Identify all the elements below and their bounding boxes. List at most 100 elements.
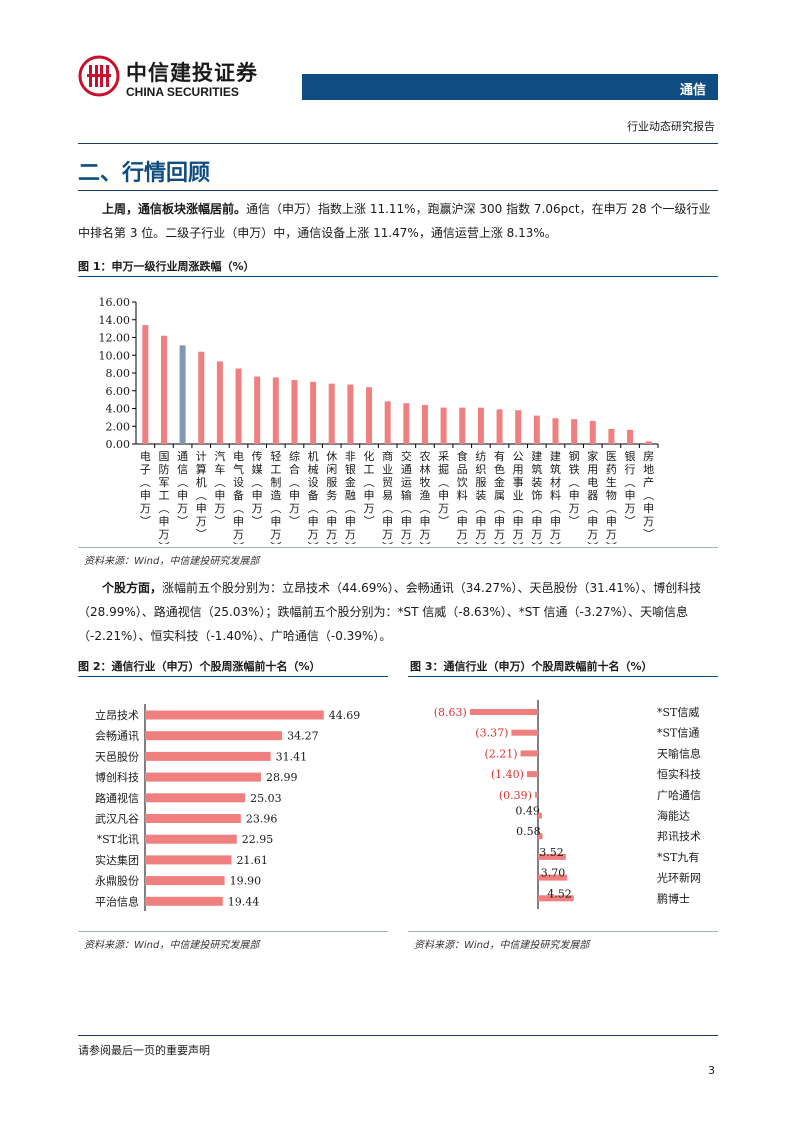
- x-category-label-char: ︶: [457, 541, 468, 544]
- x-category-label-char: 电: [233, 450, 244, 463]
- x-category-label-char: 事: [513, 476, 524, 489]
- category-label: *ST信威: [657, 706, 699, 719]
- value-label: (3.37): [475, 727, 508, 740]
- x-category-label-char: 饮: [457, 476, 468, 489]
- x-category-label-char: 商: [382, 449, 393, 463]
- x-category-label-char: 药: [606, 463, 617, 476]
- value-label: 3.70: [541, 867, 566, 880]
- x-category-label-char: ︵: [606, 502, 617, 515]
- x-category-label-char: 易: [382, 489, 393, 502]
- x-category-label-char: 万: [475, 528, 486, 541]
- x-category-label-char: 申: [438, 489, 449, 502]
- x-category-label-char: ︶: [606, 541, 617, 544]
- category-label: *ST信通: [657, 727, 699, 740]
- x-category-label-char: ︶: [326, 541, 337, 544]
- x-category-label-char: 车: [214, 462, 225, 476]
- x-category-label-char: 采: [438, 450, 449, 463]
- x-category-label-char: 国: [158, 450, 169, 463]
- x-category-label-char: 备: [233, 488, 244, 502]
- x-category-label-char: ︵: [233, 502, 244, 515]
- x-category-label-char: 筑: [550, 462, 561, 476]
- paragraph-lead: 上周，通信板块涨幅居前。: [102, 202, 247, 216]
- category-label: 鹏博士: [657, 892, 690, 905]
- x-category-label-char: ︶: [158, 541, 169, 544]
- x-category-label-char: 融: [345, 489, 356, 502]
- bar: [328, 383, 335, 444]
- value-label: 19.90: [230, 875, 262, 888]
- x-category-label-char: ︵: [158, 502, 169, 515]
- figure2-top-line: [78, 676, 388, 677]
- figure3-bottom-line: [408, 931, 718, 932]
- x-category-label-char: 休: [326, 450, 337, 463]
- y-tick-label: 0.00: [106, 438, 131, 451]
- bar: [216, 361, 223, 444]
- category-label: *ST北讯: [97, 833, 139, 846]
- x-category-label-char: 申: [643, 502, 654, 515]
- value-label: 21.61: [236, 854, 268, 867]
- x-category-label-char: 申: [158, 515, 169, 528]
- bar: [291, 380, 298, 444]
- x-category-label-char: 万: [345, 528, 356, 541]
- bar: [179, 345, 186, 444]
- bar: [538, 853, 566, 860]
- value-label: 0.49: [515, 805, 540, 818]
- x-category-label-char: 业: [382, 463, 393, 476]
- report-type: 行业动态研究报告: [627, 120, 715, 133]
- paragraph-stocks: 个股方面，涨幅前五个股分别为：立昂技术（44.69%）、会畅通讯（34.27%）…: [78, 576, 718, 648]
- x-category-label-char: 输: [401, 488, 412, 502]
- x-category-label-char: ︵: [364, 476, 375, 489]
- value-label: (0.39): [499, 789, 532, 802]
- x-category-label-char: 品: [457, 463, 468, 476]
- x-category-label-char: ︵: [419, 502, 430, 515]
- value-label: 19.44: [228, 895, 260, 908]
- bar: [403, 403, 410, 444]
- x-category-label-char: ︶: [364, 515, 375, 528]
- x-category-label-char: 申: [550, 515, 561, 528]
- bar: [145, 751, 271, 761]
- x-category-label-char: ︵: [494, 502, 505, 515]
- x-category-label-char: 非: [345, 450, 356, 463]
- x-category-label-char: 万: [587, 528, 598, 541]
- x-category-label-char: 料: [550, 488, 561, 502]
- x-category-label-char: 传: [252, 450, 263, 463]
- x-category-label-char: 食: [457, 449, 468, 463]
- x-category-label-char: 汽: [214, 449, 225, 463]
- x-category-label-char: ︵: [475, 502, 486, 515]
- figure3-top-line: [408, 676, 718, 677]
- y-tick-label: 12.00: [99, 332, 131, 345]
- bar: [145, 731, 283, 741]
- value-label: 34.27: [287, 730, 319, 743]
- x-category-label-char: 合: [289, 462, 300, 476]
- figure2-title: 图 2：通信行业（申万）个股周涨幅前十名（%）: [78, 660, 321, 673]
- x-category-label-char: ︶: [494, 541, 505, 544]
- category-label: 永鼎股份: [95, 874, 139, 888]
- x-category-label-char: ︵: [289, 476, 300, 489]
- x-category-label-char: 用: [513, 463, 524, 476]
- x-category-label-char: ︵: [308, 502, 319, 515]
- x-category-label-char: ︶: [345, 541, 356, 544]
- logo-chinese-name: 中信建投证券: [126, 60, 258, 85]
- x-category-label-char: 子: [140, 463, 151, 476]
- category-label: 平治信息: [95, 894, 139, 908]
- value-label: 0.58: [516, 825, 541, 838]
- bar: [538, 833, 543, 840]
- bar: [496, 409, 503, 444]
- x-category-label-char: 万: [289, 502, 300, 515]
- x-category-label-char: 机: [196, 475, 207, 489]
- paragraph-body: 涨幅前五个股分别为：立昂技术（44.69%）、会畅通讯（34.27%）、天邑股份…: [78, 581, 702, 643]
- china-securities-logo-icon: [78, 55, 120, 97]
- x-category-label-char: ︶: [233, 541, 244, 544]
- value-label: 23.96: [246, 813, 278, 826]
- value-label: (2.21): [484, 747, 517, 760]
- x-category-label-char: 申: [233, 515, 244, 528]
- x-category-label-char: 申: [419, 515, 430, 528]
- x-category-label-char: 建: [531, 449, 542, 463]
- x-category-label-char: ︶: [252, 515, 263, 528]
- footer-divider: [78, 1035, 718, 1036]
- x-category-label-char: 医: [606, 450, 617, 463]
- bar: [198, 351, 205, 444]
- x-category-label-char: 掘: [438, 462, 449, 476]
- bar: [254, 376, 261, 444]
- figure1-bottom-line: [78, 547, 718, 548]
- x-category-label-char: 农: [419, 449, 430, 463]
